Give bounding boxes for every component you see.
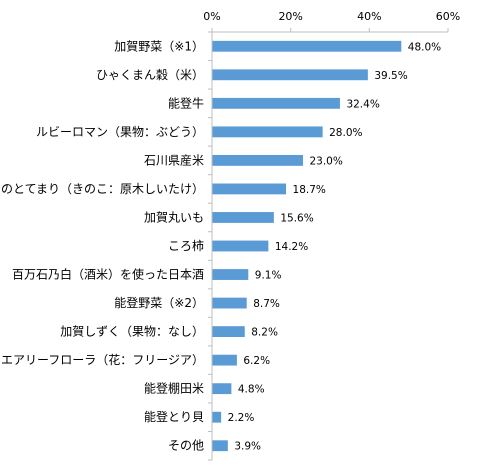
bar — [212, 97, 340, 109]
data-label: 32.4% — [346, 98, 379, 110]
x-tick-label: 60% — [436, 10, 460, 23]
data-label: 2.2% — [228, 412, 255, 424]
category-label: 能登牛 — [168, 95, 204, 110]
bar — [212, 183, 287, 195]
category-label: その他 — [168, 439, 204, 453]
category-label: 能登とり貝 — [144, 409, 204, 424]
data-label: 28.0% — [329, 127, 362, 139]
category-label: ひゃくまん穀（米） — [96, 68, 204, 82]
axes — [208, 28, 449, 461]
bar — [212, 126, 323, 138]
bar — [212, 354, 237, 366]
data-label: 14.2% — [275, 241, 308, 253]
category-label: 石川県産米 — [144, 152, 204, 167]
data-label: 4.8% — [238, 384, 265, 396]
data-label: 39.5% — [374, 70, 407, 82]
value-labels: 48.0% 39.5% 32.4% 28.0% 23.0% 18.7% 15.6% 14.2%… — [228, 41, 442, 452]
x-tick-label: 20% — [278, 10, 302, 23]
x-tick-label: 40% — [357, 10, 381, 23]
bar — [212, 383, 232, 395]
bars — [212, 40, 402, 452]
bar — [212, 440, 228, 452]
data-label: 9.1% — [255, 270, 282, 282]
category-label: 能登棚田米 — [144, 381, 204, 396]
x-tick-label: 0% — [203, 10, 220, 23]
category-label: 加賀野菜（※1） — [114, 39, 204, 53]
category-label: ころ柿 — [168, 238, 204, 253]
data-label: 15.6% — [280, 212, 313, 224]
category-label: 加賀丸いも — [144, 210, 204, 224]
bar — [212, 269, 249, 280]
data-label: 8.2% — [251, 327, 278, 339]
data-label: 8.7% — [253, 298, 280, 310]
bar — [212, 411, 222, 423]
category-label: エアリーフローラ（花：フリージア） — [1, 352, 204, 367]
data-label: 6.2% — [243, 355, 270, 367]
category-label: 百万石乃白（酒米）を使った日本酒 — [12, 267, 204, 282]
data-label: 23.0% — [309, 155, 342, 167]
bar — [212, 154, 303, 166]
data-label: 48.0% — [408, 41, 441, 53]
bar — [212, 297, 247, 309]
category-label: のとてまり（きのこ：原木しいたけ） — [1, 182, 204, 196]
x-axis-ticks: 0% 20% 40% 60% — [203, 10, 460, 23]
bar — [212, 212, 274, 223]
bar — [212, 326, 245, 338]
category-label: ルビーロマン（果物：ぶどう） — [36, 125, 204, 139]
bar — [212, 40, 402, 52]
data-label: 3.9% — [234, 441, 261, 453]
category-label: 加賀しずく（果物：なし） — [60, 325, 204, 339]
category-label: 能登野菜（※2） — [114, 295, 204, 310]
bar — [212, 69, 368, 81]
bar — [212, 240, 269, 252]
data-label: 18.7% — [293, 184, 326, 196]
